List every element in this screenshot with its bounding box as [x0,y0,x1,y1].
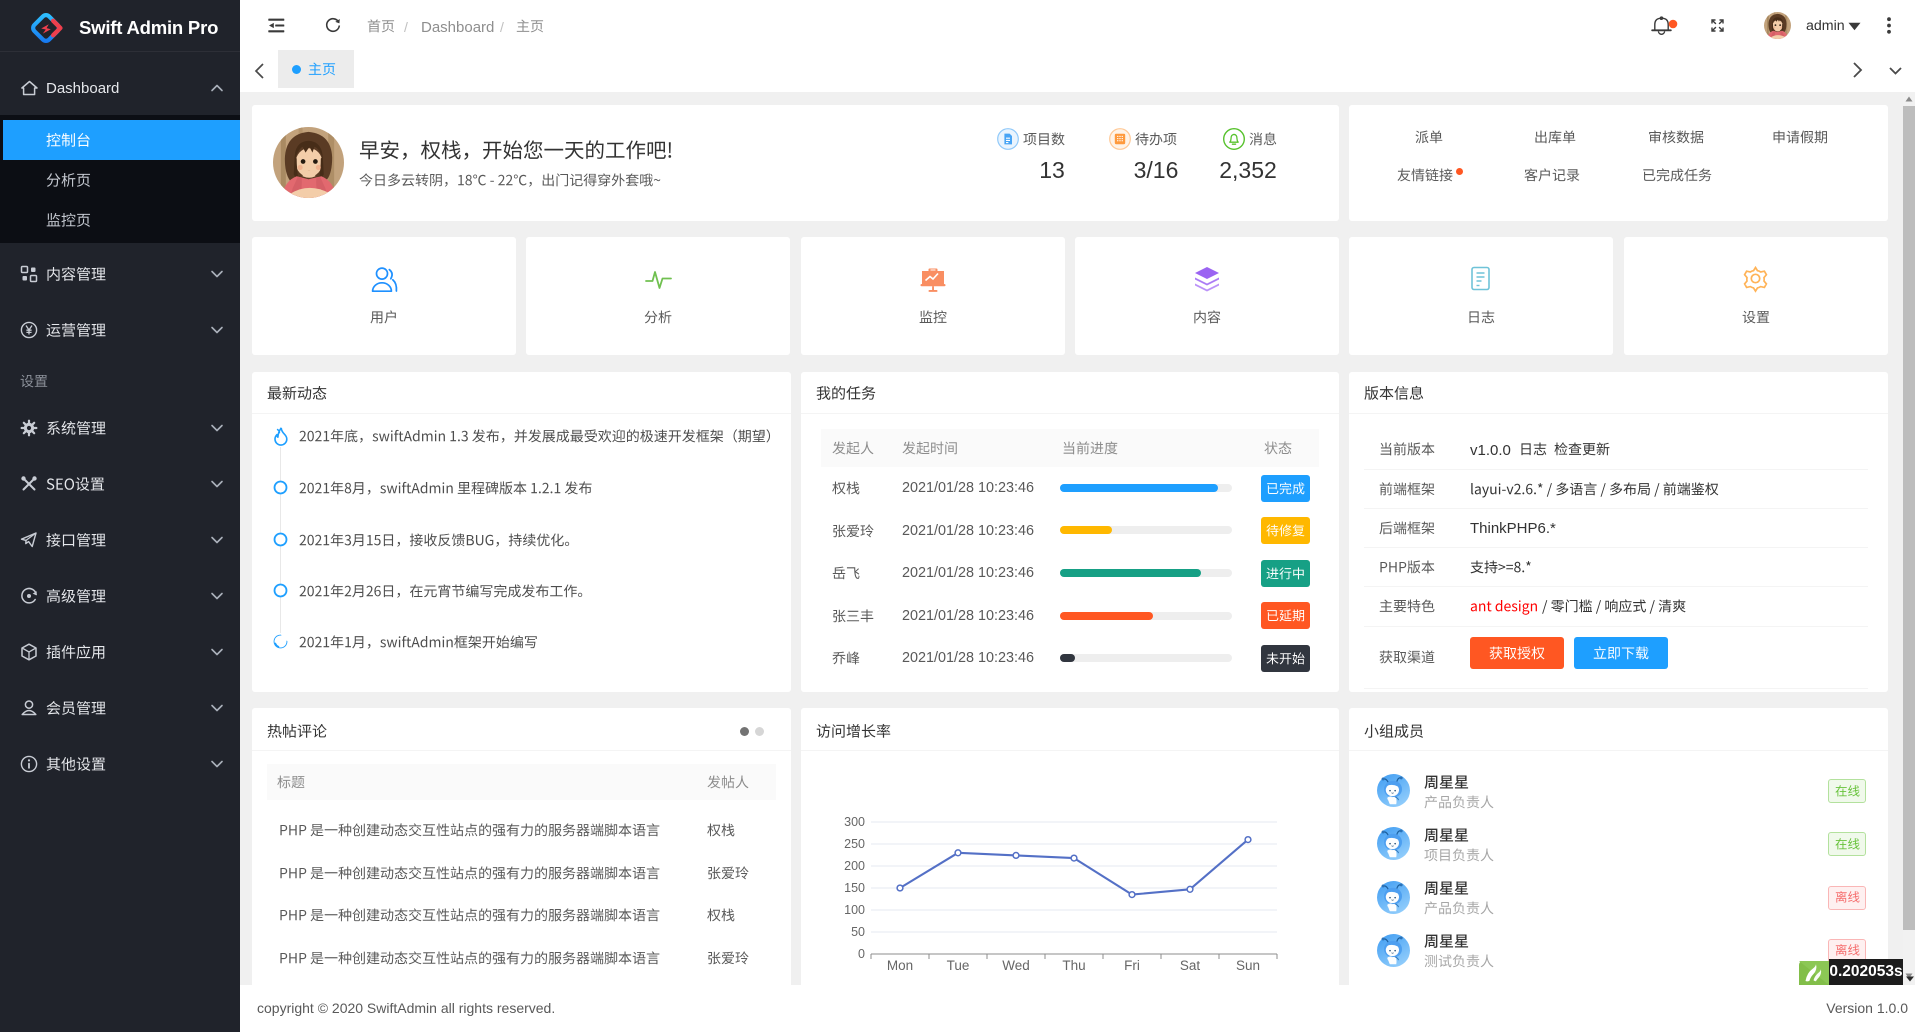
svg-text:Sat: Sat [1180,958,1201,973]
svg-text:Tue: Tue [947,958,970,973]
svg-text:50: 50 [851,925,865,939]
svg-text:200: 200 [844,859,865,873]
svg-text:150: 150 [844,881,865,895]
svg-text:250: 250 [844,837,865,851]
svg-text:300: 300 [844,815,865,829]
svg-text:Fri: Fri [1124,958,1140,973]
svg-text:0: 0 [858,947,865,961]
svg-text:Wed: Wed [1002,958,1030,973]
svg-text:Thu: Thu [1062,958,1085,973]
svg-text:Sun: Sun [1236,958,1260,973]
svg-text:Mon: Mon [887,958,913,973]
svg-text:100: 100 [844,903,865,917]
